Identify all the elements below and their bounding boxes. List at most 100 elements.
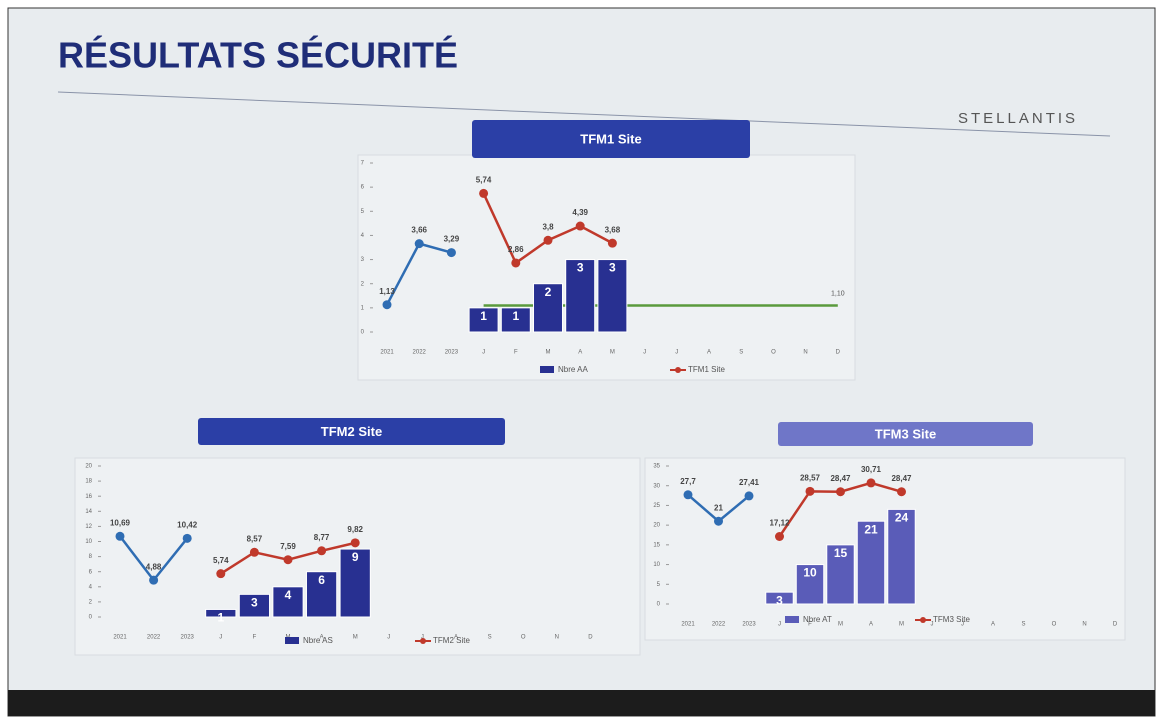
x-tick-label: 2021 — [380, 350, 394, 356]
y-tick-label: 2 — [361, 281, 365, 287]
y-tick-label: 10 — [653, 562, 660, 568]
point-label: 10,69 — [110, 518, 131, 527]
line-point — [182, 533, 192, 543]
point-label: 28,57 — [800, 473, 821, 482]
x-tick-label: A — [578, 350, 582, 356]
line-point — [115, 531, 125, 541]
x-tick-label: J — [219, 635, 222, 641]
x-tick-label: A — [991, 622, 995, 628]
x-tick-label: 2022 — [147, 635, 161, 641]
line-point — [607, 238, 617, 248]
point-label: 5,74 — [476, 176, 492, 185]
chart-banner — [778, 422, 1033, 446]
point-label: 21 — [714, 503, 723, 512]
x-tick-label: F — [808, 622, 812, 628]
bar — [795, 564, 825, 605]
legend-swatch — [675, 367, 681, 373]
point-label: 28,47 — [891, 474, 912, 483]
y-tick-label: 35 — [653, 464, 660, 470]
line-point — [414, 239, 424, 249]
legend-swatch — [420, 638, 426, 644]
bar — [765, 591, 794, 605]
line-point — [479, 188, 489, 198]
y-tick-label: 5 — [657, 582, 661, 588]
legend-label: TFM2 Site — [433, 636, 470, 645]
point-label: 28,47 — [830, 474, 851, 483]
bar — [887, 508, 916, 605]
bar-label: 2 — [545, 285, 552, 299]
y-tick-label: 12 — [85, 524, 92, 530]
legend-swatch — [285, 637, 299, 644]
bar-label: 21 — [864, 522, 878, 536]
bottom-edge — [8, 690, 1155, 716]
x-tick-label: J — [482, 350, 485, 356]
bar-label: 1 — [217, 611, 224, 625]
bar-label: 1 — [480, 309, 487, 323]
point-label: 27,41 — [739, 478, 760, 487]
bar-label: 3 — [577, 261, 584, 275]
y-tick-label: 15 — [653, 542, 660, 548]
bar — [238, 593, 271, 618]
line-point — [575, 221, 585, 231]
x-tick-label: 2021 — [681, 622, 695, 628]
bar-label: 6 — [318, 573, 325, 587]
chart-banner — [198, 418, 505, 445]
point-label: 7,59 — [280, 542, 296, 551]
x-tick-label: J — [961, 622, 964, 628]
point-label: 17,12 — [769, 519, 790, 528]
x-tick-label: 2023 — [742, 622, 756, 628]
bar-label: 9 — [352, 550, 359, 564]
y-tick-label: 5 — [361, 209, 365, 215]
point-label: 3,68 — [605, 225, 621, 234]
y-tick-label: 4 — [89, 584, 93, 590]
x-tick-label: J — [675, 350, 678, 356]
x-tick-label: N — [803, 350, 807, 356]
x-tick-label: A — [454, 635, 458, 641]
line-point — [897, 487, 906, 497]
y-tick-label: 18 — [85, 479, 92, 485]
y-tick-label: 2 — [89, 599, 93, 605]
legend-label: TFM1 Site — [688, 365, 725, 374]
logo: STELLANTIS — [958, 110, 1078, 127]
x-tick-label: S — [1021, 622, 1025, 628]
y-tick-label: 30 — [653, 483, 660, 489]
x-tick-label: O — [521, 635, 526, 641]
line-point — [683, 490, 693, 500]
x-tick-label: A — [869, 622, 873, 628]
x-tick-label: D — [836, 350, 841, 356]
y-tick-label: 14 — [85, 509, 92, 515]
bar — [856, 520, 886, 605]
x-tick-label: 2022 — [712, 622, 726, 628]
line-point — [511, 258, 521, 268]
x-tick-label: 2021 — [113, 635, 127, 641]
line-point — [317, 546, 327, 556]
point-label: 3,66 — [411, 226, 427, 235]
x-tick-label: J — [643, 350, 646, 356]
bar-label: 10 — [803, 566, 817, 580]
y-tick-label: 8 — [89, 554, 93, 560]
x-tick-label: D — [1113, 622, 1118, 628]
bar — [468, 307, 499, 333]
point-label: 3,8 — [542, 222, 554, 231]
line-point — [836, 487, 845, 497]
legend-swatch — [920, 617, 926, 623]
x-tick-label: J — [387, 635, 390, 641]
y-tick-label: 25 — [653, 503, 660, 509]
line-point — [866, 478, 876, 488]
bar-label: 15 — [834, 546, 848, 560]
line-point — [149, 575, 159, 585]
x-tick-label: D — [588, 635, 593, 641]
line-point — [283, 555, 293, 565]
chart-banner — [472, 120, 750, 158]
y-tick-label: 3 — [361, 257, 365, 263]
bar — [272, 586, 304, 618]
x-tick-label: N — [1082, 622, 1086, 628]
chart-title: TFM1 Site — [580, 131, 641, 146]
line-point — [446, 248, 456, 258]
point-label: 10,42 — [177, 520, 198, 529]
legend-swatch — [785, 616, 799, 623]
y-tick-label: 20 — [653, 523, 660, 529]
legend-label: Nbre AS — [303, 636, 333, 645]
bar — [533, 283, 563, 333]
